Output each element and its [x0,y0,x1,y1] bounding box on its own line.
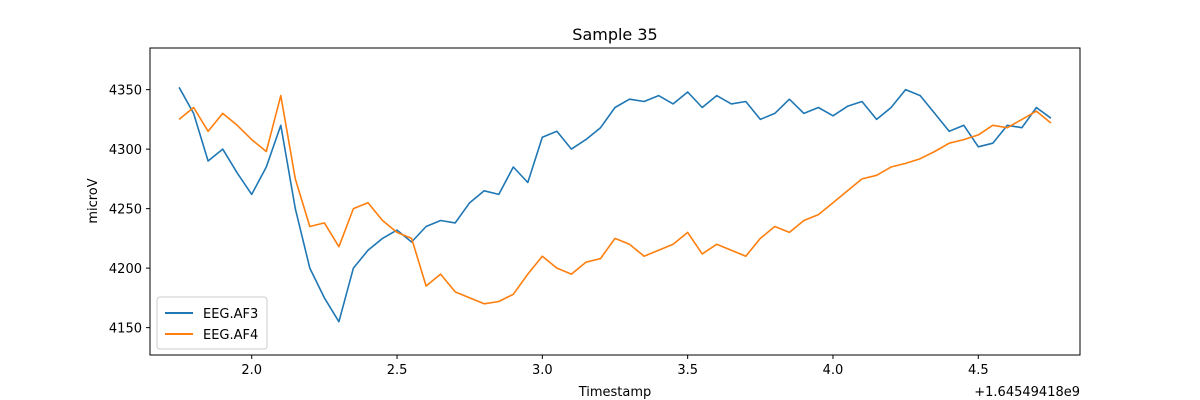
x-tick-label: 4.0 [823,363,844,378]
legend-box [156,296,268,350]
y-tick-label: 4200 [109,262,142,277]
x-tick-label: 4.5 [968,363,989,378]
plot-lines [178,86,1052,323]
x-tick-label: 2.0 [241,363,262,378]
plot-frame [149,47,1081,356]
legend: EEG.AF3 EEG.AF4 [156,296,268,350]
x-axis-label: Timestamp [578,385,652,400]
series-line-eeg-af3 [178,86,1052,323]
y-tick-label: 4150 [109,322,142,337]
legend-label-eeg-af4: EEG.AF4 [203,328,258,343]
y-axis-label: microV [86,178,101,223]
y-tick-label: 4250 [109,203,142,218]
x-tick-label: 3.0 [532,363,553,378]
y-tick-label: 4350 [109,84,142,99]
x-tick-label: 2.5 [387,363,408,378]
x-axis-offset-text: +1.64549418e9 [974,385,1080,400]
y-tick-label: 4300 [109,143,142,158]
x-axis-ticks: 2.0 2.5 3.0 3.5 4.0 4.5 [241,355,989,378]
legend-label-eeg-af3: EEG.AF3 [203,307,258,322]
y-axis-ticks: 4150 4200 4250 4300 4350 [109,84,150,337]
x-tick-label: 3.5 [677,363,698,378]
chart-title: Sample 35 [572,25,657,44]
series-line-eeg-af4 [178,94,1052,305]
